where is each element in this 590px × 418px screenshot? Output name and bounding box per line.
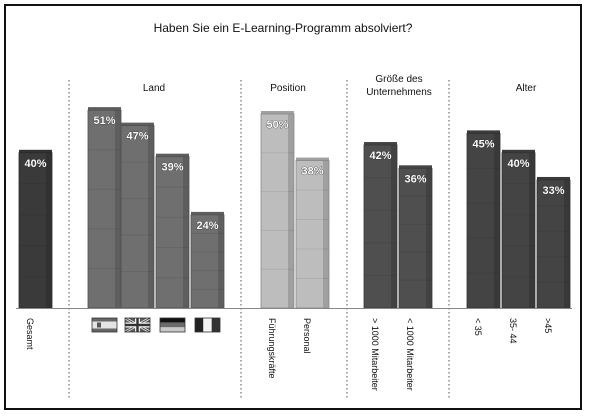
group-label: Alter [516,83,537,94]
group-label: Land [143,83,165,94]
flag-spain-icon [91,317,118,333]
bar-cap [88,107,121,111]
group-dividers [68,80,450,400]
bar-cap [502,149,535,153]
group-label: Position [270,83,306,94]
bar-shade [564,179,570,308]
category-label: > 1000 Mitarbeiter [370,318,380,391]
flag-france-icon [194,317,221,333]
bar-shade [288,114,294,308]
group-labels: Land Position Größe des Unternehmens Alter [143,74,537,98]
bar-cap [364,142,397,146]
bar-shade [115,110,121,309]
category-label: < 1000 Mitarbeiter [405,318,415,391]
value-label: 36% [404,173,426,185]
group-label: Größe des Unternehmens [366,74,432,98]
value-label: 40% [24,158,46,170]
category-label: Führungskräfte [267,318,277,379]
bar-cap [121,122,154,126]
bar-shade [46,152,52,308]
bar-shade [218,214,224,308]
value-label: 39% [161,162,183,174]
bar-cap [537,176,570,180]
bar-shade [183,156,189,308]
bar-shade [426,168,432,308]
category-labels: Gesamt Führungskräfte Personal > 1000 Mitar… [25,316,553,391]
bar-shade [323,160,329,308]
bar-shade [391,145,397,308]
category-label: 35- 44 [508,318,518,344]
bar-cap [399,165,432,169]
flag-uk-icon [124,316,151,334]
category-label: Personal [302,318,312,354]
chart-title: Haben Sie ein E-Learning-Programm absolv… [154,21,413,35]
value-label: 51% [93,115,115,127]
value-label: 47% [126,131,148,143]
category-label: Gesamt [25,318,35,350]
bar-cap [261,111,294,114]
bars [16,107,572,309]
value-label: 50% [266,119,288,131]
category-label: >45 [543,318,553,333]
value-label: 24% [196,220,218,232]
bar-shade [494,133,500,308]
bar-cap [296,157,329,161]
bar-cap [19,149,52,153]
value-label: 42% [369,150,391,162]
value-labels: 40% 51% 47% 39% 24% 50% 38% 42% 36% 45% 40% 33% [24,115,565,232]
value-label: 33% [542,185,564,197]
bar-cap [156,153,189,157]
bar-shade [529,152,535,308]
flag-germany-icon [159,317,186,333]
value-label: 38% [301,166,323,178]
bar-cap [191,211,224,215]
category-label: < 35 [473,318,483,336]
value-label: 45% [472,138,494,150]
bar-shade [148,125,154,308]
bar-cap [467,130,500,134]
value-label: 40% [507,158,529,170]
